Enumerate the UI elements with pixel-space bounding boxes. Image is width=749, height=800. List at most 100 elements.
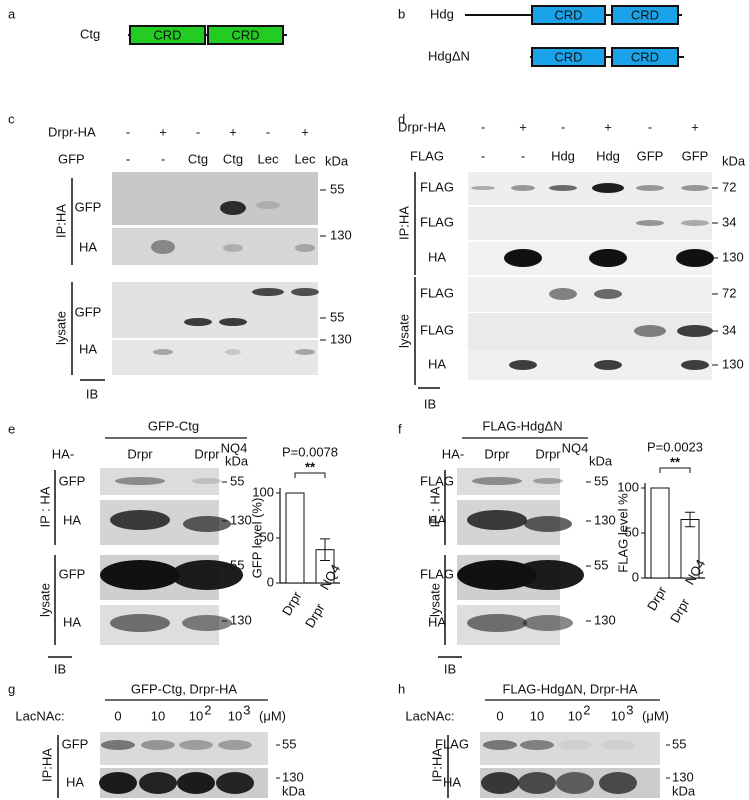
label: FLAG-HdgΔN	[482, 418, 562, 433]
blot	[468, 313, 712, 350]
band	[115, 477, 165, 485]
band	[101, 740, 135, 750]
band	[99, 772, 137, 794]
label: GFP	[59, 473, 86, 488]
label: FLAG	[420, 179, 454, 194]
x-tick-label: Drpr	[667, 595, 693, 625]
label: HA-	[442, 446, 464, 461]
label: 55	[672, 736, 686, 751]
band	[182, 615, 232, 631]
label: FLAG	[420, 322, 454, 337]
label: IP:HA	[53, 204, 68, 238]
label: CRD	[631, 49, 659, 64]
label: GFP	[58, 151, 85, 166]
band	[518, 772, 556, 794]
label: Drpr-HA	[398, 119, 446, 134]
label: GFP-Ctg, Drpr-HA	[131, 681, 238, 696]
y-tick-label: 0	[267, 574, 274, 589]
band	[256, 201, 280, 209]
label: 130	[330, 331, 352, 346]
label: 0	[496, 708, 503, 723]
label: -	[481, 148, 485, 163]
blot	[112, 172, 318, 225]
label: Ctg	[80, 26, 100, 41]
band	[504, 249, 542, 267]
label: 55	[594, 557, 608, 572]
error-bar	[685, 511, 695, 528]
blot	[468, 350, 712, 380]
band	[594, 360, 622, 370]
label: GFP	[682, 148, 709, 163]
band	[177, 772, 215, 794]
label: 130	[672, 769, 694, 784]
blot	[112, 282, 318, 338]
band	[483, 740, 517, 750]
label: Drpr	[484, 446, 510, 461]
label: GFP-Ctg	[148, 418, 199, 433]
band	[472, 477, 522, 485]
label: kDa	[722, 153, 746, 168]
label: IB	[444, 661, 456, 676]
band	[216, 772, 254, 794]
label: Lec	[258, 151, 279, 166]
label: 2	[204, 702, 211, 717]
label: HA	[428, 356, 446, 371]
label: Hdg	[596, 148, 620, 163]
label: 10	[228, 708, 242, 723]
band	[467, 510, 527, 530]
label: CRD	[554, 49, 582, 64]
label: IB	[54, 661, 66, 676]
label: f	[398, 421, 402, 436]
label: 130	[230, 512, 252, 527]
blot	[468, 277, 712, 312]
label: -	[161, 151, 165, 166]
label: b	[398, 6, 405, 21]
label: 55	[282, 736, 296, 751]
label: e	[8, 421, 15, 436]
label: 72	[722, 179, 736, 194]
label: HA	[79, 341, 97, 356]
label: -	[561, 119, 565, 134]
blot	[112, 340, 318, 375]
label: FLAG	[420, 566, 454, 581]
label: FLAG	[420, 473, 454, 488]
label: IP:HA	[396, 206, 411, 240]
label: 130	[722, 356, 744, 371]
band	[523, 615, 573, 631]
label: Drpr	[194, 446, 220, 461]
band	[634, 325, 666, 337]
blot	[468, 207, 712, 240]
label: LacNAc:	[15, 708, 64, 723]
band	[681, 360, 709, 370]
band	[223, 244, 243, 252]
label: (μM)	[642, 708, 669, 723]
blot	[100, 468, 219, 495]
label: Lec	[295, 151, 316, 166]
label: Drpr	[127, 446, 153, 461]
label: 130	[230, 612, 252, 627]
band	[558, 740, 592, 750]
label: -	[481, 119, 485, 134]
band	[291, 288, 319, 296]
band	[592, 183, 624, 193]
band	[471, 186, 495, 190]
label: 3	[243, 702, 250, 717]
label: HdgΔN	[428, 48, 470, 63]
label: 130	[594, 512, 616, 527]
significance-bracket	[659, 467, 691, 473]
bar	[285, 492, 305, 584]
band	[512, 560, 584, 590]
p-value: P=0.0023	[647, 439, 703, 454]
y-tick-label: 100	[252, 484, 274, 499]
label: CRD	[554, 7, 582, 22]
label: lysate	[396, 314, 411, 348]
label: +	[159, 124, 167, 139]
label: GFP	[59, 566, 86, 581]
label: Ctg	[188, 151, 208, 166]
band	[524, 516, 572, 532]
label: d	[398, 111, 405, 126]
label: NQ4	[221, 440, 248, 455]
y-tick-label: 50	[625, 524, 639, 539]
band	[141, 740, 175, 750]
crd-domain	[611, 5, 679, 25]
